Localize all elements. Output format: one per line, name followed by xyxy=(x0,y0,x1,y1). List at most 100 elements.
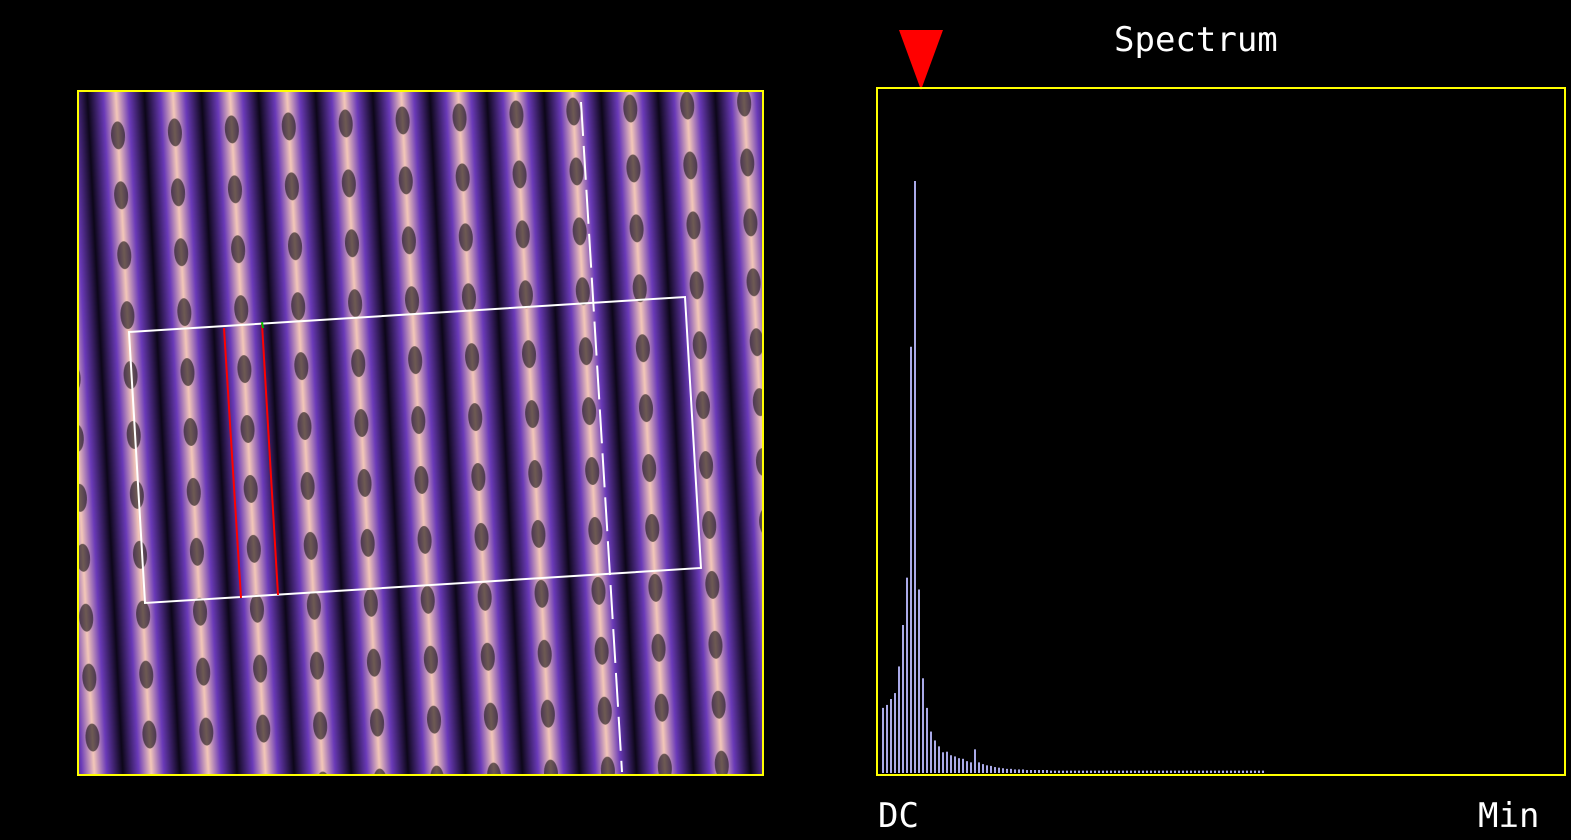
spectrum-bar xyxy=(994,767,996,773)
spectrum-bar xyxy=(1190,770,1192,773)
image-canvas[interactable] xyxy=(77,90,764,776)
spectrum-bar xyxy=(986,765,988,773)
spectrum-bar xyxy=(1218,770,1220,773)
spectrum-bar xyxy=(1178,770,1180,773)
spectrum-bar xyxy=(1138,770,1140,773)
spectrum-bar xyxy=(942,752,944,773)
spectrum-bar xyxy=(1066,770,1068,773)
spectrum-bar xyxy=(1242,770,1244,773)
spectrum-bar xyxy=(1262,770,1264,773)
spectrum-bar xyxy=(1050,770,1052,773)
spectrum-bar xyxy=(1142,770,1144,773)
dashed-guide-line[interactable] xyxy=(580,101,623,773)
spectrum-bar xyxy=(1082,770,1084,773)
spectrum-bar xyxy=(1202,770,1204,773)
red-measure-line-left[interactable] xyxy=(223,327,242,599)
spectrum-bar xyxy=(1246,770,1248,773)
spectrum-bar xyxy=(1070,770,1072,773)
spectrum-bar xyxy=(1006,768,1008,773)
spectrum-bar xyxy=(1194,770,1196,773)
spectrum-title: Spectrum xyxy=(1114,20,1278,60)
spectrum-bar xyxy=(910,346,912,773)
spectrum-bar xyxy=(930,731,932,773)
spectrum-plot[interactable] xyxy=(876,87,1566,777)
spectrum-bar xyxy=(1098,770,1100,773)
spectrum-frame xyxy=(876,87,1566,776)
stripe-texture xyxy=(77,90,764,776)
spectrum-bar xyxy=(1010,768,1012,773)
spectrum-bar xyxy=(922,678,924,773)
spectrum-bar xyxy=(886,704,888,773)
spectrum-bar xyxy=(1214,770,1216,773)
spectrum-bar xyxy=(1234,770,1236,773)
spectrum-bar xyxy=(1034,770,1036,773)
spectrum-bar xyxy=(1058,770,1060,773)
spectrum-bar xyxy=(1254,770,1256,773)
spectrum-bar xyxy=(1170,770,1172,773)
spectrum-bar xyxy=(990,765,992,773)
spectrum-bar xyxy=(1090,770,1092,773)
spectrum-bar xyxy=(1230,770,1232,773)
spectrum-bar xyxy=(1042,770,1044,773)
spectrum-bar xyxy=(1086,770,1088,773)
spectrum-bar xyxy=(1166,770,1168,773)
spectrum-bar xyxy=(1054,770,1056,773)
spectrum-bar xyxy=(1158,770,1160,773)
spectrum-bar xyxy=(1258,770,1260,773)
spectrum-bar xyxy=(1222,770,1224,773)
spectrum-bar xyxy=(1250,770,1252,773)
spectrum-bar xyxy=(1030,770,1032,773)
spectrum-bar xyxy=(1130,770,1132,773)
spectrum-bar xyxy=(978,762,980,773)
image-frame xyxy=(77,90,764,776)
spectrum-bar xyxy=(946,751,948,773)
spectrum-bar xyxy=(1018,769,1020,773)
spectrum-bar xyxy=(1114,770,1116,773)
spectrum-bar xyxy=(1150,770,1152,773)
spectrum-bar xyxy=(1074,770,1076,773)
spectrum-bar xyxy=(890,699,892,773)
spectrum-bar xyxy=(962,758,964,773)
spectrum-bar xyxy=(1094,770,1096,773)
spectrum-bar xyxy=(902,625,904,773)
spectrum-bar xyxy=(1162,770,1164,773)
spectrum-bar xyxy=(1122,770,1124,773)
spectrum-canvas[interactable] xyxy=(876,87,1566,777)
green-anchor-mark xyxy=(261,321,264,329)
red-measure-line-right[interactable] xyxy=(261,323,279,596)
peak-marker-icon[interactable] xyxy=(899,30,943,90)
spectrum-bar xyxy=(1014,769,1016,773)
spectrum-bar xyxy=(958,758,960,773)
spectrum-bar xyxy=(898,666,900,773)
spectrum-bar xyxy=(1062,770,1064,773)
spectrum-bar xyxy=(926,707,928,773)
selection-rectangle[interactable] xyxy=(127,295,703,605)
spectrum-bar xyxy=(966,761,968,773)
spectrum-bar xyxy=(1078,770,1080,773)
spectrum-bar xyxy=(1186,770,1188,773)
spectrum-bars xyxy=(882,181,1264,773)
spectrum-bar xyxy=(1154,770,1156,773)
spectrum-bar xyxy=(1210,770,1212,773)
spectrum-bar xyxy=(1174,770,1176,773)
spectrum-bar xyxy=(914,181,916,773)
spectrum-bar xyxy=(1146,770,1148,773)
spectrum-bar xyxy=(982,764,984,773)
min-label: Min xyxy=(1478,796,1540,836)
spectrum-bar xyxy=(938,746,940,773)
spectrum-bar xyxy=(1022,769,1024,773)
spectrum-bar xyxy=(1110,770,1112,773)
image-view[interactable] xyxy=(77,90,764,776)
spectrum-bar xyxy=(918,589,920,773)
spectrum-bar xyxy=(1126,770,1128,773)
spectrum-bar xyxy=(1038,770,1040,773)
spectrum-bar xyxy=(1106,770,1108,773)
dc-label: DC xyxy=(878,796,919,836)
spectrum-bar xyxy=(1206,770,1208,773)
spectrum-bar xyxy=(1046,770,1048,773)
spectrum-bar xyxy=(1026,770,1028,773)
spectrum-bar xyxy=(998,767,1000,773)
spectrum-bar xyxy=(894,693,896,773)
spectrum-bar xyxy=(970,762,972,773)
spectrum-bar xyxy=(950,755,952,773)
